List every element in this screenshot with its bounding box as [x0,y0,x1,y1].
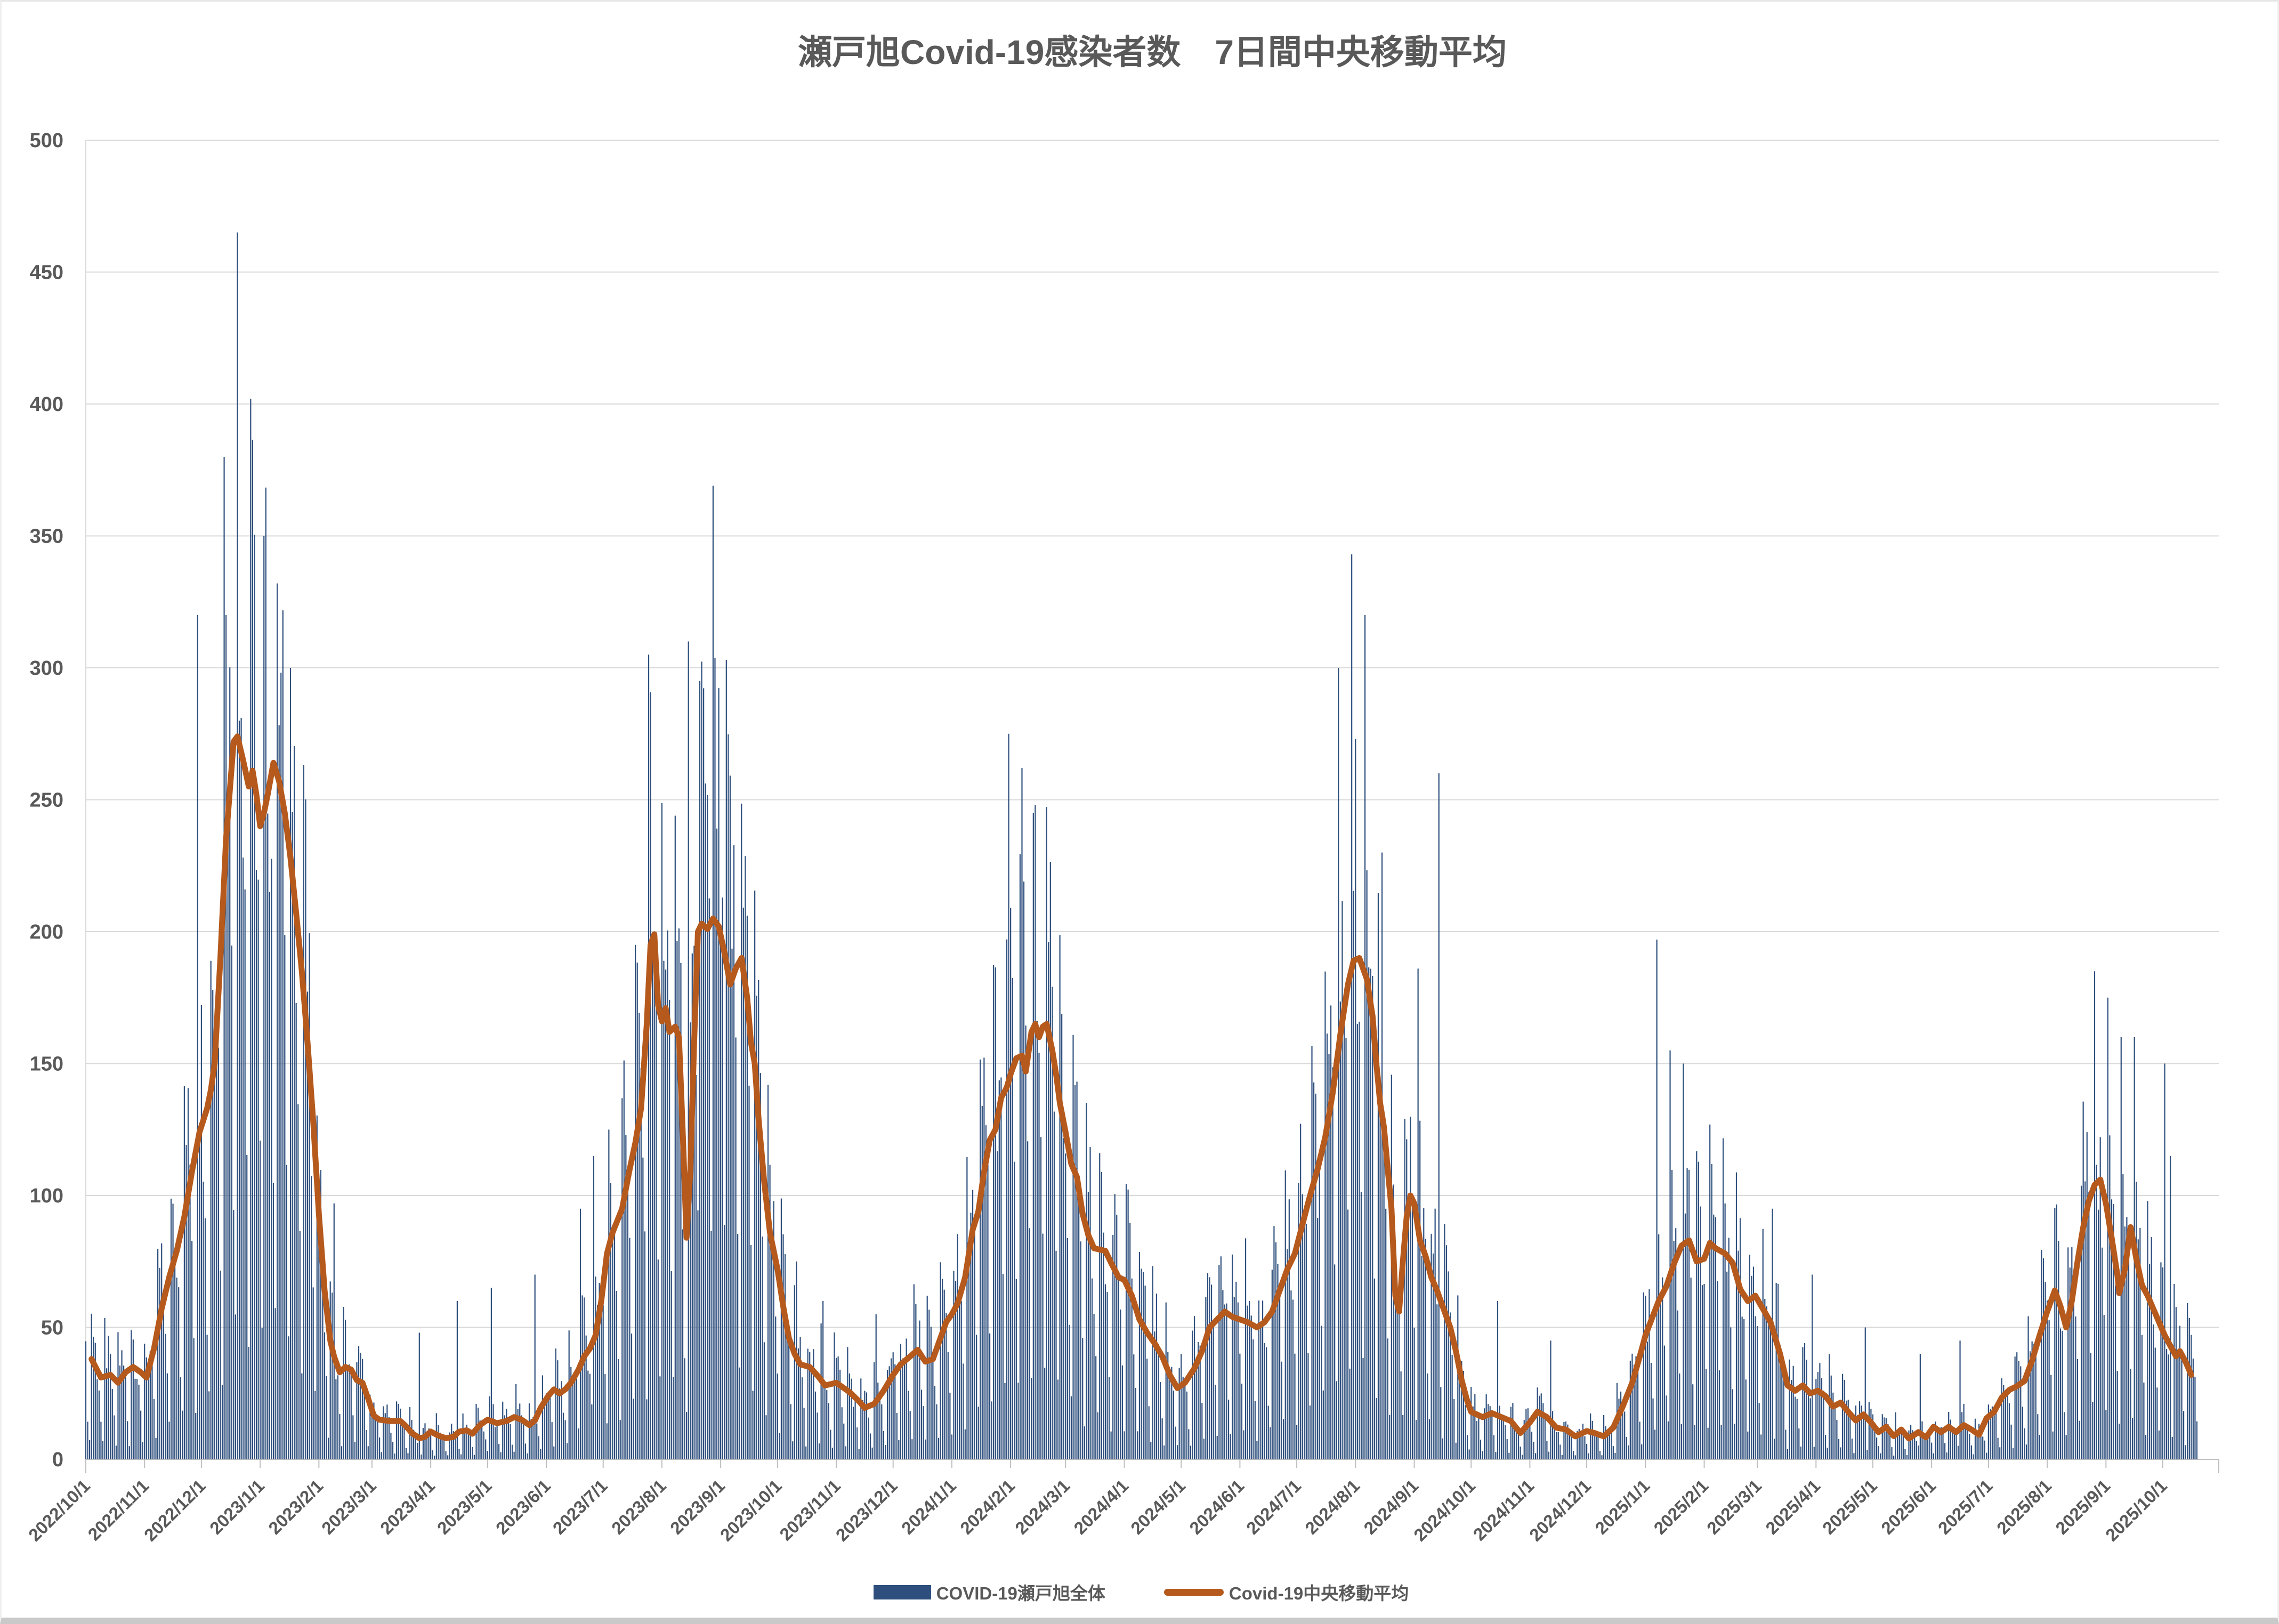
legend-item-bars: COVID-19瀬戸旭全体 [873,1579,1105,1605]
x-tick-label: 2025/6/1 [1877,1476,1939,1538]
x-tick-label: 2023/3/1 [318,1476,380,1538]
x-tick-label: 2023/1/1 [206,1476,268,1538]
chart-legend: COVID-19瀬戸旭全体 Covid-19中央移動平均 [2,1579,2277,1605]
x-tick-label: 2024/1/1 [898,1476,960,1538]
bar-series-label: COVID-19瀬戸旭全体 [936,1583,1105,1603]
x-tick-label: 2025/7/1 [1934,1476,1997,1538]
x-tick-label: 2024/8/1 [1301,1476,1363,1538]
y-tick-label: 0 [52,1449,63,1471]
x-tick-label: 2023/7/1 [549,1476,611,1538]
gridlines [85,140,2219,1460]
x-tick-label: 2023/2/1 [264,1476,327,1538]
y-tick-label: 450 [30,262,63,284]
x-tick-label: 2024/11/1 [1469,1476,1538,1545]
x-tick-label: 2023/10/1 [716,1476,786,1545]
legend-item-line: Covid-19中央移動平均 [1163,1579,1409,1605]
x-tick-label: 2024/6/1 [1185,1476,1248,1538]
x-tick-label: 2023/6/1 [492,1476,554,1538]
x-tick-label: 2025/2/1 [1650,1476,1712,1538]
x-tick-label: 2022/12/1 [140,1476,209,1545]
y-tick-label: 500 [30,130,63,152]
x-tick-label: 2025/10/1 [2102,1476,2171,1545]
y-tick-label: 100 [30,1185,63,1207]
y-tick-label: 50 [41,1317,63,1339]
bar-series-swatch [873,1585,931,1599]
x-tick-label: 2024/7/1 [1242,1476,1305,1538]
y-tick-label: 300 [30,657,63,680]
daily-cases-bars [85,232,2198,1460]
y-tick-label: 250 [30,789,63,812]
x-tick-label: 2025/4/1 [1761,1476,1824,1538]
x-tick-label: 2023/4/1 [376,1476,439,1538]
x-tick-label: 2022/10/1 [25,1476,94,1545]
x-tick-label: 2023/11/1 [775,1476,844,1545]
y-tick-label: 400 [30,393,63,416]
chart-title: 瀬戸旭Covid-19感染者数 7日間中央移動平均 [798,33,1507,71]
x-tick-label: 2024/5/1 [1127,1476,1189,1538]
x-tick-label: 2023/8/1 [608,1476,670,1538]
line-series-swatch [1163,1588,1224,1596]
x-tick-label: 2023/12/1 [832,1476,901,1545]
x-tick-label: 2025/8/1 [1993,1476,2055,1538]
y-tick-label: 200 [30,921,63,943]
line-series-label: Covid-19中央移動平均 [1229,1583,1409,1603]
y-axis-labels: 0 50 100 150 200 250 300 350 400 450 500 [30,130,63,1471]
x-tick-label: 2022/11/1 [84,1476,152,1545]
x-tick-label: 2024/10/1 [1410,1476,1479,1545]
y-tick-label: 150 [30,1053,63,1076]
x-tick-label: 2023/5/1 [433,1476,496,1538]
x-tick-label: 2025/1/1 [1591,1476,1653,1538]
x-axis: 2022/10/12022/11/12022/12/12023/1/12023/… [25,1459,2219,1545]
moving-average-line [88,733,2194,1442]
x-tick-label: 2024/4/1 [1070,1476,1132,1538]
x-tick-label: 2025/5/1 [1819,1476,1881,1538]
x-tick-label: 2024/12/1 [1525,1476,1595,1545]
x-tick-label: 2025/3/1 [1703,1476,1765,1538]
y-tick-label: 350 [30,526,63,548]
x-tick-label: 2024/3/1 [1011,1476,1073,1538]
x-tick-label: 2024/2/1 [956,1476,1019,1538]
